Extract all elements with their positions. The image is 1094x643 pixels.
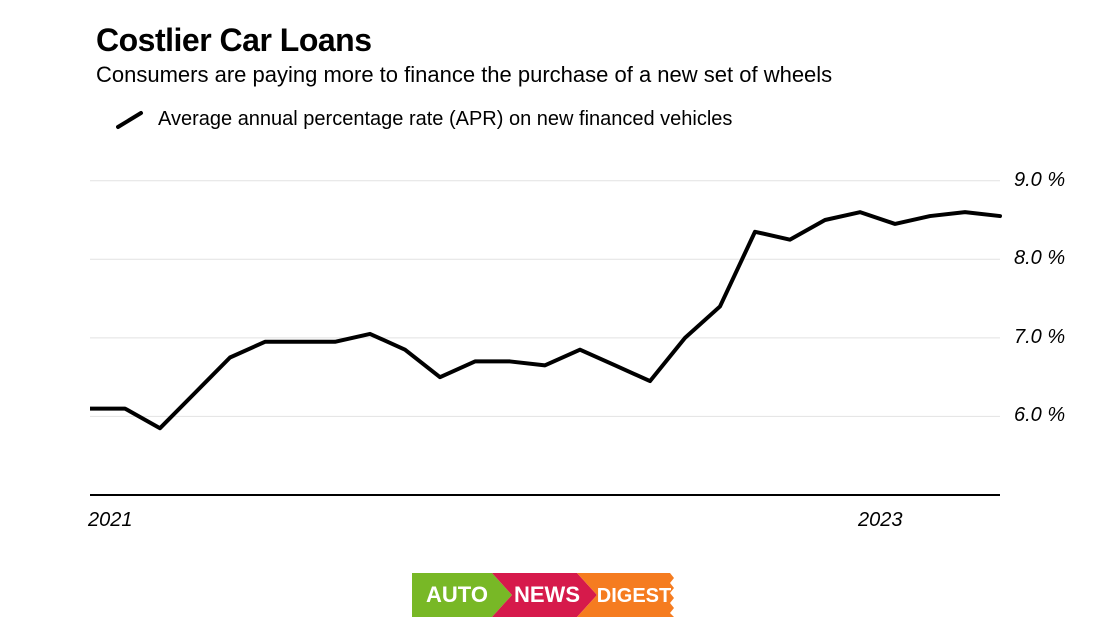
y-axis-tick-label: 8.0 % (1014, 247, 1065, 270)
svg-text:DIGEST: DIGEST (597, 585, 671, 607)
y-axis-tick-label: 7.0 % (1014, 326, 1065, 349)
legend: Average annual percentage rate (APR) on … (116, 108, 732, 131)
y-axis-tick-label: 6.0 % (1014, 404, 1065, 427)
svg-text:NEWS: NEWS (514, 582, 580, 607)
logo-svg: AUTO NEWS DIGEST (412, 567, 682, 623)
line-chart (90, 155, 1010, 525)
chart-title: Costlier Car Loans (96, 22, 372, 59)
y-axis-tick-label: 9.0 % (1014, 169, 1065, 192)
svg-text:AUTO: AUTO (426, 582, 488, 607)
chart-svg (90, 155, 1010, 525)
x-axis-tick-label: 2021 (88, 509, 133, 532)
chart-subtitle: Consumers are paying more to finance the… (96, 62, 832, 88)
source-logo: AUTO NEWS DIGEST (412, 567, 682, 623)
legend-label: Average annual percentage rate (APR) on … (158, 108, 732, 131)
legend-swatch (116, 110, 146, 130)
x-axis-tick-label: 2023 (858, 509, 903, 532)
